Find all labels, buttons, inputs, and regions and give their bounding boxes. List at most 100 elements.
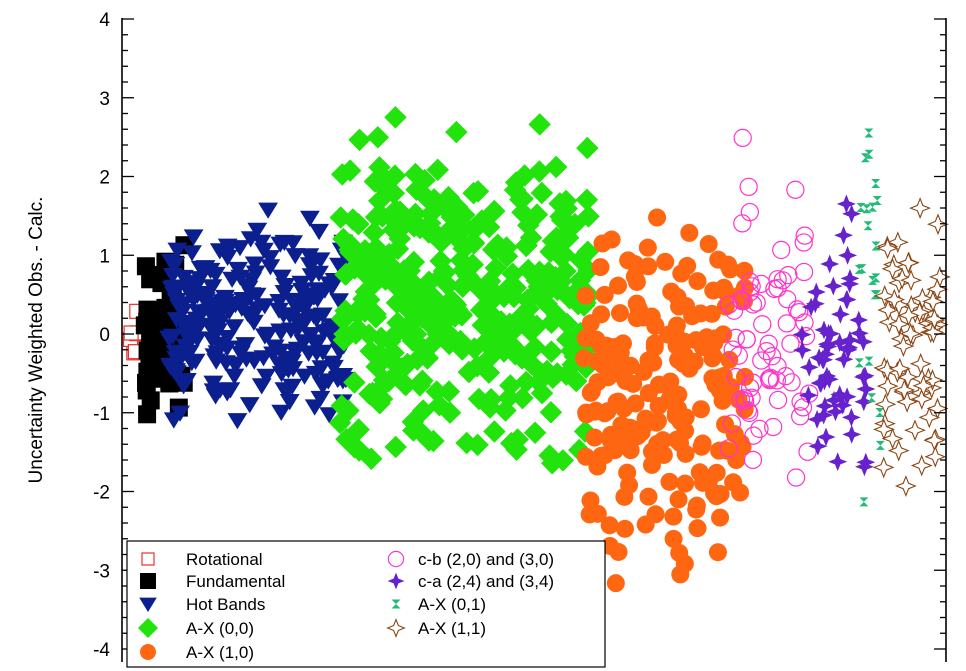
data-point [676, 444, 695, 463]
data-point [504, 171, 528, 194]
data-point [384, 435, 407, 459]
data-point [356, 245, 380, 268]
data-point [894, 475, 917, 497]
data-point [922, 321, 945, 344]
data-point [811, 374, 831, 393]
data-point [704, 347, 723, 366]
data-point [830, 333, 850, 352]
legend-label: Hot Bands [186, 595, 265, 614]
data-point [202, 279, 223, 296]
data-point [478, 396, 502, 419]
data-point [210, 314, 231, 331]
data-point [909, 197, 931, 219]
data-point [700, 470, 719, 489]
data-point [875, 408, 885, 418]
data-point [837, 290, 857, 310]
data-point [743, 295, 763, 314]
data-point [273, 307, 294, 324]
data-point [877, 299, 900, 321]
series-a-x-0-0 [328, 106, 602, 475]
data-point [798, 442, 817, 461]
data-point [819, 323, 839, 343]
data-point [177, 275, 198, 292]
legend-marker [139, 597, 157, 612]
data-point [923, 429, 946, 452]
data-point [173, 378, 194, 395]
data-point [312, 307, 333, 324]
data-point [664, 507, 683, 526]
data-point [781, 334, 800, 353]
y-tick-label: -1 [93, 404, 110, 425]
data-point [483, 199, 506, 223]
data-point [540, 340, 563, 363]
data-point [421, 331, 445, 355]
data-point [648, 208, 667, 227]
data-point [540, 311, 563, 334]
data-point [595, 404, 614, 423]
data-point [840, 274, 860, 294]
data-point [753, 315, 772, 334]
data-point [550, 270, 573, 293]
data-point [743, 450, 763, 470]
data-point [329, 293, 349, 310]
data-point [490, 328, 514, 351]
data-point [782, 373, 801, 392]
data-point [337, 399, 360, 422]
data-point [828, 452, 848, 472]
data-point [413, 168, 436, 192]
data-point [891, 267, 914, 290]
legend-label: Rotational [186, 550, 263, 569]
data-point [276, 351, 296, 368]
data-point [639, 384, 658, 403]
data-point [627, 272, 646, 291]
legend-marker [140, 573, 156, 589]
data-point [629, 426, 648, 445]
data-point [595, 285, 614, 304]
data-point [368, 156, 391, 179]
data-point [260, 250, 280, 267]
data-point [887, 313, 910, 335]
data-point [322, 355, 343, 372]
data-point [841, 408, 861, 427]
legend-box [126, 540, 606, 668]
data-point [878, 311, 901, 334]
data-point [585, 428, 604, 447]
data-point [881, 427, 904, 450]
data-point [438, 218, 462, 241]
data-point [699, 235, 718, 254]
data-point [778, 290, 797, 309]
data-point [908, 301, 931, 324]
data-point [899, 322, 922, 345]
data-point [646, 505, 665, 524]
y-tick-label: -3 [93, 561, 110, 582]
data-point [823, 276, 843, 296]
data-point [162, 268, 183, 285]
data-point [591, 258, 610, 277]
data-point [733, 128, 752, 148]
data-point [319, 407, 340, 424]
data-point [484, 256, 508, 280]
legend-label: c-b (2,0) and (3,0) [418, 550, 554, 569]
data-point [528, 160, 551, 183]
data-point [751, 274, 771, 294]
data-point [386, 237, 410, 261]
data-point [360, 447, 383, 470]
data-point [136, 257, 155, 276]
data-point [927, 213, 949, 236]
data-point [348, 128, 371, 152]
data-point [757, 342, 776, 361]
data-point [347, 212, 370, 236]
data-point [610, 304, 629, 323]
data-point [595, 446, 614, 465]
data-point [871, 178, 881, 188]
data-point [873, 285, 896, 307]
data-point [330, 394, 353, 417]
data-point [629, 299, 648, 318]
data-point [455, 270, 478, 293]
data-point [556, 226, 580, 249]
data-point [230, 269, 251, 286]
data-point [207, 345, 228, 362]
data-point [864, 128, 874, 138]
data-point [833, 395, 853, 415]
data-point [511, 386, 534, 410]
